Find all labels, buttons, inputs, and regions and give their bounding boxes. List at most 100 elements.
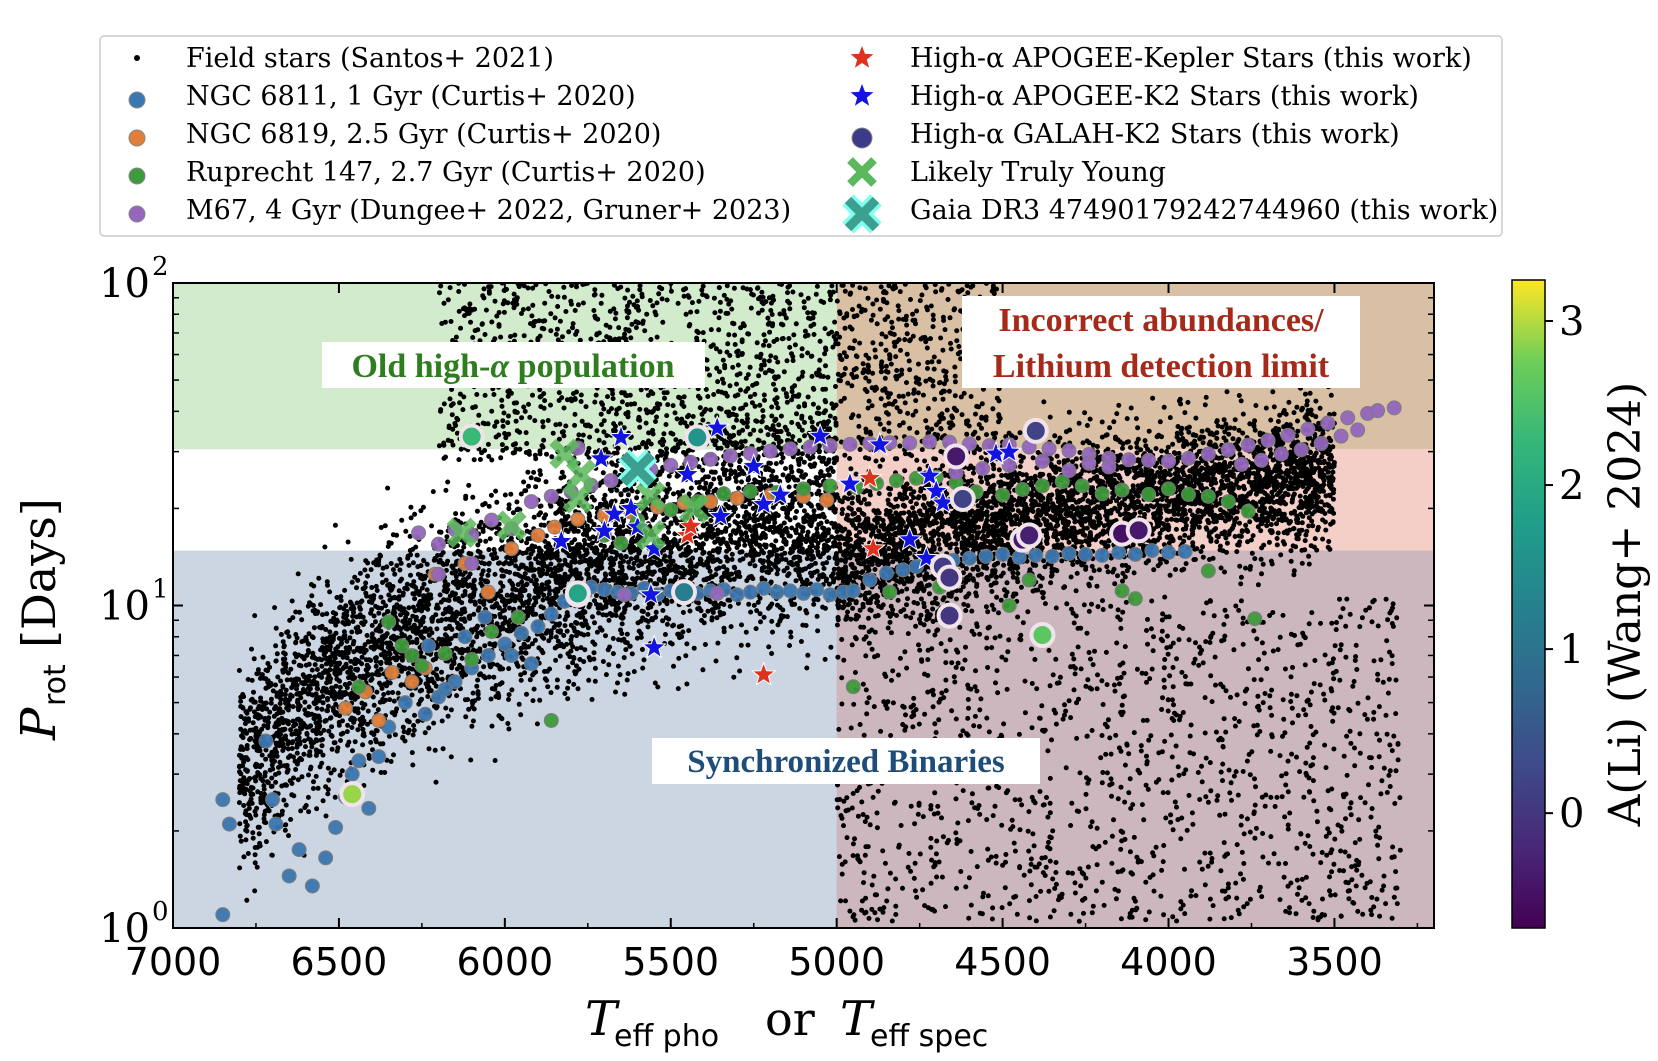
x-label-t1: T — [585, 991, 620, 1047]
point-0-51 — [878, 565, 894, 581]
point-5-25 — [638, 581, 664, 606]
point-6-0 — [458, 423, 485, 450]
point-0-45 — [796, 585, 811, 601]
legend-marker-1 — [128, 91, 146, 109]
point-0-40 — [729, 587, 745, 603]
point-2-15 — [716, 486, 732, 502]
annotation-synchronized-binaries: Synchronized Binaries — [687, 744, 1005, 780]
point-6-13 — [936, 602, 963, 629]
point-0-47 — [822, 587, 838, 603]
legend-marker-5 — [850, 46, 874, 68]
point-3-63 — [975, 460, 991, 476]
point-7-3 — [562, 483, 594, 514]
point-0-71 — [437, 681, 453, 697]
point-5-5 — [750, 490, 777, 516]
point-0-50 — [862, 572, 878, 588]
point-3-13 — [663, 457, 679, 473]
point-1-2 — [371, 712, 387, 728]
point-2-8 — [543, 712, 559, 728]
point-5-4 — [740, 452, 767, 478]
point-0-68 — [1161, 544, 1177, 560]
point-2-2 — [404, 647, 420, 663]
point-3-38 — [1161, 453, 1177, 469]
point-2-46 — [1021, 572, 1037, 588]
colorbar-label: A(Li) (Wang+ 2024) — [1600, 382, 1651, 828]
legend-marker-0 — [134, 55, 140, 61]
point-3-47 — [1340, 410, 1356, 426]
point-1-9 — [503, 541, 519, 557]
point-0-10 — [328, 819, 344, 835]
point-3-40 — [1200, 446, 1216, 462]
legend-label-5: High-α APOGEE-Kepler Stars (this work) — [910, 43, 1472, 74]
point-2-23 — [908, 470, 924, 486]
point-5-10 — [548, 527, 575, 553]
point-1-21 — [819, 492, 835, 508]
point-0-44 — [782, 583, 798, 599]
point-3-54 — [1293, 442, 1309, 458]
annotation-bg-sync — [652, 738, 1040, 784]
legend: Field stars (Santos+ 2021) NGC 6811, 1 Gy… — [99, 35, 1503, 237]
point-0-53 — [908, 559, 924, 575]
point-2-36 — [1180, 486, 1196, 502]
legend-label-2: NGC 6819, 2.5 Gyr (Curtis+ 2020) — [186, 119, 661, 150]
point-3-55 — [1313, 435, 1329, 451]
y-label-sub: rot — [38, 664, 73, 706]
point-7-0 — [446, 517, 477, 549]
x-tick-label-7: 3500 — [1286, 940, 1383, 984]
legend-label-1: NGC 6811, 1 Gyr (Curtis+ 2020) — [186, 81, 636, 112]
point-6-3 — [684, 424, 711, 451]
point-3-58 — [1101, 459, 1117, 475]
point-3-0 — [411, 525, 427, 541]
point-4-0 — [750, 661, 777, 686]
point-0-9 — [318, 850, 334, 866]
point-2-4 — [437, 645, 453, 661]
annotation-bg-incorrect — [962, 296, 1360, 388]
point-3-6 — [523, 494, 539, 510]
point-0-7 — [291, 842, 307, 858]
point-3-33 — [1061, 443, 1077, 459]
legend-marker-8 — [847, 157, 877, 187]
colorbar-gradient — [1511, 279, 1546, 929]
point-2-7 — [510, 609, 526, 625]
point-2-19 — [822, 478, 838, 494]
x-tick-label-5: 4500 — [954, 940, 1051, 984]
point-5-17 — [837, 470, 863, 495]
legend-label-9: Gaia DR3 47490179242744960 (this work) — [910, 195, 1498, 226]
point-2-43 — [1001, 598, 1017, 613]
point-2-49 — [1200, 563, 1216, 579]
point-5-23 — [896, 526, 923, 551]
point-2-30 — [1054, 474, 1070, 490]
point-2-13 — [663, 502, 679, 518]
point-2-6 — [484, 624, 500, 640]
point-3-43 — [1260, 432, 1276, 448]
point-3-62 — [1001, 457, 1017, 473]
annotation-bg-old — [322, 342, 705, 388]
legend-marker-7 — [851, 127, 873, 149]
point-2-1 — [394, 638, 410, 654]
y-label-p: P — [11, 707, 67, 741]
point-2-32 — [1094, 486, 1110, 502]
point-0-72 — [457, 629, 473, 645]
point-1-18 — [729, 490, 745, 506]
point-3-46 — [1320, 415, 1336, 431]
point-0-3 — [258, 733, 274, 749]
y-tick-label-0: 10 — [99, 906, 150, 952]
point-0-73 — [477, 609, 493, 625]
point-6-5 — [943, 443, 970, 470]
point-7-4 — [565, 459, 597, 490]
point-2-0 — [381, 614, 397, 630]
point-5-1 — [807, 422, 833, 448]
legend-label-3: Ruprecht 147, 2.7 Gyr (Curtis+ 2020) — [186, 157, 706, 188]
point-3-41 — [1220, 442, 1236, 458]
y-axis-label: P rot [Days] — [11, 498, 73, 741]
point-0-62 — [1061, 545, 1077, 561]
y-tick-exp-2: 2 — [152, 252, 169, 282]
legend-label-4: M67, 4 Gyr (Dungee+ 2022, Gruner+ 2023) — [186, 195, 791, 226]
point-0-69 — [1177, 544, 1193, 560]
point-6-2 — [671, 579, 698, 606]
point-5-0 — [704, 414, 730, 439]
legend-label-7: High-α GALAH-K2 Stars (this work) — [910, 119, 1400, 150]
point-7-7 — [678, 493, 710, 524]
annotation-lithium-limit: Lithium detection limit — [993, 348, 1330, 385]
point-1-4 — [404, 674, 420, 690]
